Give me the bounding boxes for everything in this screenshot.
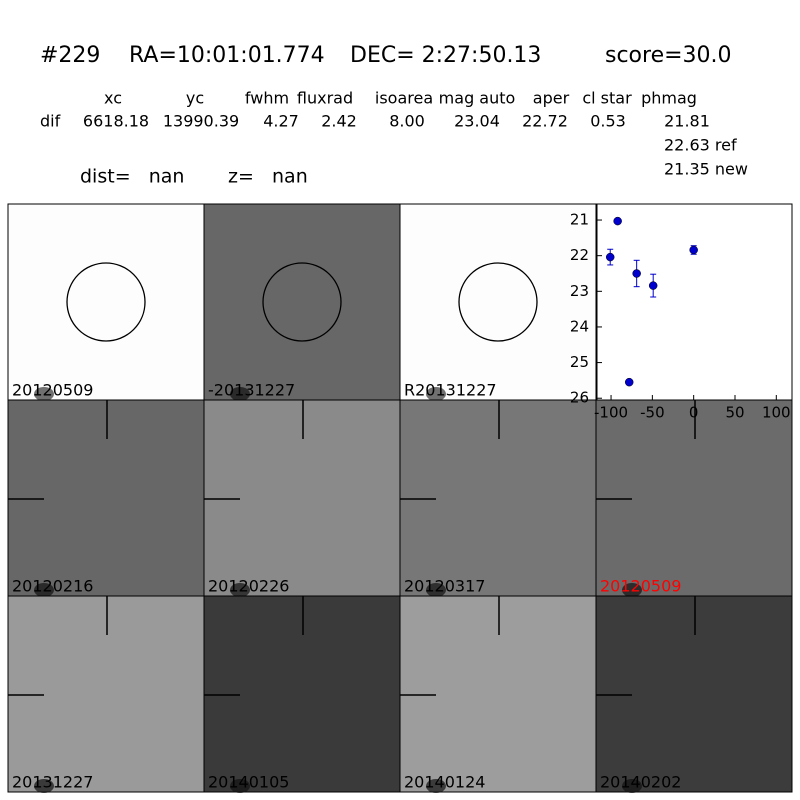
column-header: aper — [533, 89, 570, 108]
stamp — [7, 595, 205, 793]
source-blob — [622, 779, 642, 793]
stamp-label: 20120216 — [12, 577, 93, 596]
source-blob — [34, 779, 54, 793]
table-value: 21.81 — [664, 112, 710, 131]
y-tick-label: 21 — [570, 211, 589, 229]
table-value: 6618.18 — [83, 112, 149, 131]
column-header: phmag — [641, 89, 697, 108]
source-blob — [622, 583, 642, 597]
source-blob — [230, 779, 250, 793]
aperture — [262, 262, 342, 342]
source-blob — [426, 387, 446, 401]
table-value: 4.27 — [263, 112, 299, 131]
x-tick-label: -100 — [594, 404, 628, 422]
stamp-label: 20120226 — [208, 577, 289, 596]
stamp-label: 20140202 — [600, 773, 681, 792]
data-point — [624, 377, 634, 387]
stamp — [595, 595, 793, 793]
data-point — [632, 269, 641, 278]
column-header: xc — [104, 89, 122, 108]
lightcurve: 21 22 23 24 25 26 -100 -50 0 50 100 — [570, 203, 793, 422]
data-point — [689, 245, 698, 255]
stamp — [7, 399, 205, 597]
dec: DEC= 2:27:50.13 — [350, 43, 541, 68]
y-tick-label: 23 — [570, 282, 589, 300]
stamp — [7, 203, 205, 401]
source-blob — [34, 583, 54, 597]
stamp-label: 20140124 — [404, 773, 485, 792]
source-blob — [34, 387, 54, 401]
y-tick-label: 26 — [570, 389, 589, 407]
panels: 20120509 -20131227 R20131227 20120216 201202… — [7, 203, 793, 793]
source-blob — [426, 779, 446, 793]
x-tick-label: 100 — [762, 404, 791, 422]
stamp-label: 20131227 — [12, 773, 93, 792]
x-tick-label: 0 — [689, 404, 699, 422]
stamp-label: -20131227 — [208, 381, 295, 400]
table-value: 13990.39 — [163, 112, 239, 131]
table-value: 22.72 — [522, 112, 568, 131]
source-blob — [426, 583, 446, 597]
stamp — [595, 399, 793, 597]
new-mag: 21.35 new — [664, 160, 748, 179]
stamp — [203, 595, 401, 793]
stamp — [399, 595, 597, 793]
aperture — [458, 262, 538, 342]
table-value: 8.00 — [389, 112, 425, 131]
redshift: z= nan — [228, 166, 308, 188]
stamp — [203, 203, 401, 401]
stamp-label: 20120509 — [12, 381, 93, 400]
dist: dist= nan — [80, 166, 184, 188]
score: score=30.0 — [605, 43, 732, 68]
stamp-label: 20120317 — [404, 577, 485, 596]
y-tick-label: 24 — [570, 317, 589, 335]
table-value: 2.42 — [321, 112, 357, 131]
stamp — [399, 203, 597, 401]
candidate-id: #229 — [40, 43, 100, 68]
table-value: 23.04 — [454, 112, 500, 131]
source-blob — [230, 387, 250, 401]
x-tick-label: 50 — [725, 404, 744, 422]
column-header: fwhm — [245, 89, 289, 108]
y-tick-label: 22 — [570, 246, 589, 264]
stamp — [203, 399, 401, 597]
ra: RA=10:01:01.774 — [129, 43, 325, 68]
column-header: cl star — [582, 89, 632, 108]
column-header: yc — [186, 89, 204, 108]
ref-mag: 22.63 ref — [664, 136, 737, 155]
column-header: fluxrad — [297, 89, 353, 108]
row-label: dif — [40, 112, 61, 131]
plot-area — [596, 203, 793, 401]
stamp-label: 20120509 — [600, 577, 681, 596]
source-blob — [230, 583, 250, 597]
column-header: isoarea — [375, 89, 433, 108]
stamp-label: R20131227 — [404, 381, 497, 400]
data-point — [605, 252, 615, 262]
data-point — [613, 216, 622, 226]
column-header: mag auto — [439, 89, 516, 108]
data-point — [648, 281, 658, 290]
stamp-label: 20140105 — [208, 773, 289, 792]
table-value: 0.53 — [590, 112, 626, 131]
aperture — [66, 262, 146, 342]
x-tick-label: -50 — [640, 404, 665, 422]
y-tick-label: 25 — [570, 353, 589, 371]
stamp — [399, 399, 597, 597]
